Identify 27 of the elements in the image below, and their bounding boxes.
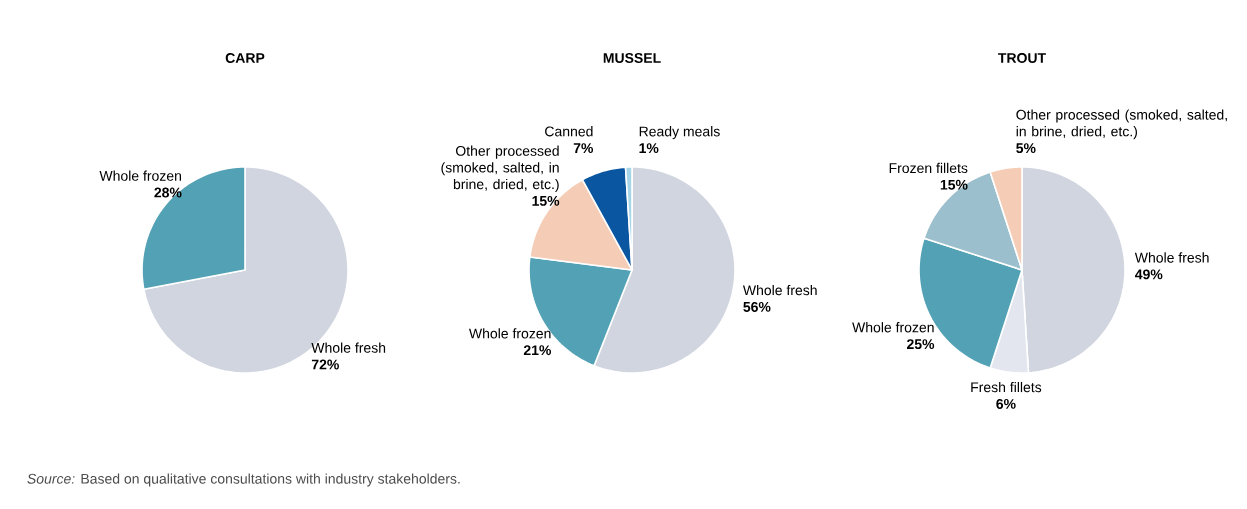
slice-label: Whole frozen <box>468 328 551 339</box>
slice-label: Canned <box>545 126 593 137</box>
data-label: 5% <box>1016 143 1036 154</box>
slice-label: Whole fresh <box>742 284 817 296</box>
data-label: 72% <box>311 359 339 370</box>
slice-label: Whole fresh <box>311 342 386 353</box>
chart-title: CARP <box>225 53 265 63</box>
chart-title: MUSSEL <box>603 53 661 63</box>
slice-label: Whole fresh <box>1134 252 1209 263</box>
text: Source: Based on qualitative consultations with industry stakeholders. <box>27 473 460 487</box>
slice-label: Other processed (smoked, salted, in brine, dried, etc.) <box>441 145 559 192</box>
data-label: 6% <box>996 399 1016 409</box>
slice-label: Frozen fillets <box>889 162 968 174</box>
data-label: 1% <box>639 143 659 154</box>
slice-label: Whole frozen <box>852 322 934 333</box>
data-label: 15% <box>940 179 968 190</box>
slice-label: Ready meals <box>639 126 720 140</box>
data-label: 7% <box>573 143 594 154</box>
slice-label: Other processed (smoked, salted, in brine, dried, etc.) <box>1016 109 1227 140</box>
slice-label: Fresh fillets <box>971 381 1042 393</box>
data-label: 49% <box>1135 269 1163 280</box>
chart-title: TROUT <box>998 53 1046 63</box>
data-label: 56% <box>743 301 771 312</box>
slice-label: Whole frozen <box>99 170 181 181</box>
data-label: 15% <box>532 195 560 206</box>
data-label: 21% <box>523 345 552 356</box>
data-label: 25% <box>907 339 935 350</box>
